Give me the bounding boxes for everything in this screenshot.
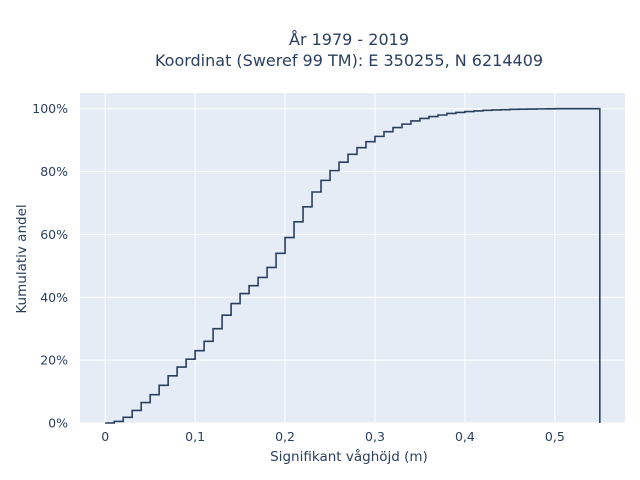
x-tick-label: 0 [101, 429, 109, 444]
x-axis-title: Signifikant våghöjd (m) [270, 448, 428, 465]
x-tick-label: 0,4 [455, 429, 475, 444]
y-axis-ticks: 0% 20% 40% 60% 80% 100% [32, 101, 68, 430]
x-axis-ticks: 0 0,1 0,2 0,3 0,4 0,5 [101, 429, 565, 444]
y-tick-label: 40% [40, 290, 68, 305]
plot-area [80, 93, 625, 423]
x-tick-label: 0,2 [275, 429, 295, 444]
y-tick-label: 80% [40, 164, 68, 179]
y-tick-label: 0% [48, 416, 68, 431]
y-tick-label: 100% [32, 101, 68, 116]
x-tick-label: 0,1 [185, 429, 205, 444]
chart-title-line-1: År 1979 - 2019 [289, 30, 409, 49]
y-tick-label: 60% [40, 227, 68, 242]
x-tick-label: 0,5 [545, 429, 565, 444]
x-tick-label: 0,3 [365, 429, 385, 444]
x-gridlines [104, 93, 556, 423]
y-axis-title: Kumulativ andel [14, 204, 30, 313]
cumulative-step-line [105, 107, 601, 424]
chart-title-line-2: Koordinat (Sweref 99 TM): E 350255, N 62… [155, 51, 543, 70]
y-tick-label: 20% [40, 353, 68, 368]
